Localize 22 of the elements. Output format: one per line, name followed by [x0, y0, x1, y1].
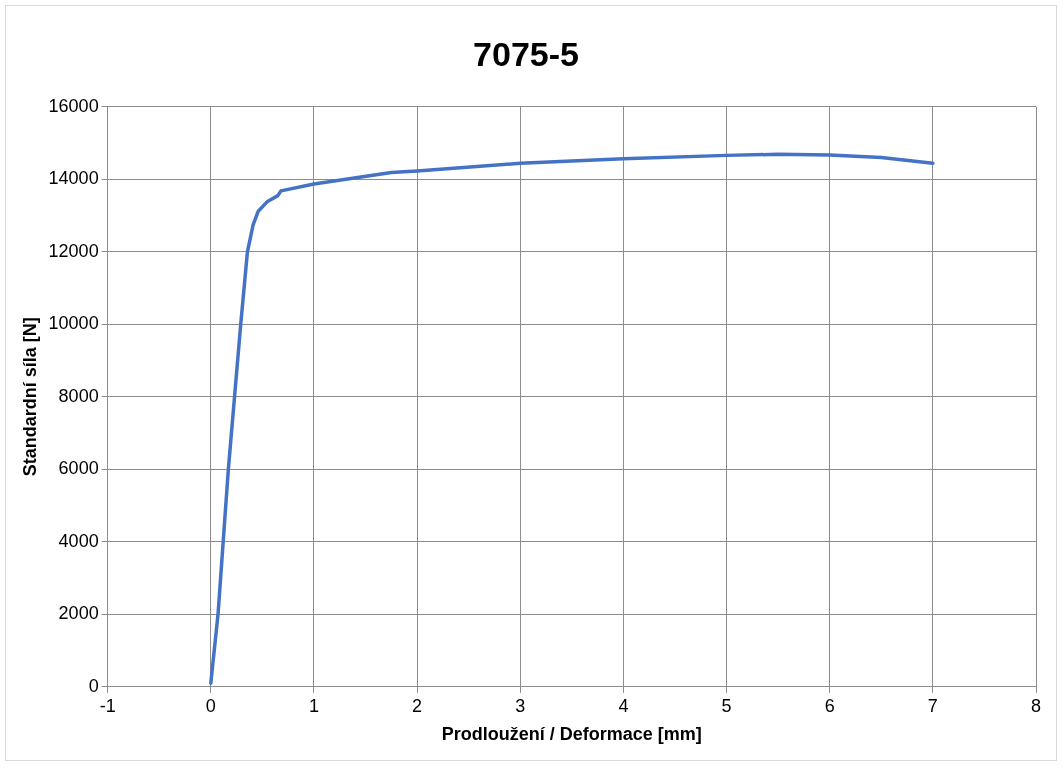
x-tick-label: 6	[824, 695, 835, 716]
x-tick-label: 4	[618, 695, 629, 716]
x-tick-label: 7	[927, 695, 938, 716]
chart-title: 7075-5	[473, 34, 579, 73]
y-tick-label: 16000	[48, 95, 99, 116]
y-tick-label: 10000	[48, 313, 99, 334]
y-tick-label: 12000	[48, 240, 99, 261]
y-axis-title: Standardní síla [N]	[19, 317, 40, 477]
x-tick-label: 1	[308, 695, 319, 716]
x-tick-label: 3	[515, 695, 526, 716]
y-tick-label: 14000	[48, 168, 99, 189]
y-tick-label: 6000	[58, 458, 99, 479]
x-tick-label: 5	[721, 695, 732, 716]
x-tick-label: 2	[412, 695, 423, 716]
x-tick-label: 8	[1030, 695, 1042, 716]
x-axis-title: Prodloužení / Deformace [mm]	[441, 724, 702, 745]
y-tick-label: 2000	[58, 603, 99, 624]
y-tick-label: 8000	[58, 385, 99, 406]
y-tick-label: 0	[88, 675, 99, 696]
y-tick-label: 4000	[58, 530, 99, 551]
x-tick-label: 0	[205, 695, 216, 716]
x-tick-label: -1	[99, 695, 116, 716]
